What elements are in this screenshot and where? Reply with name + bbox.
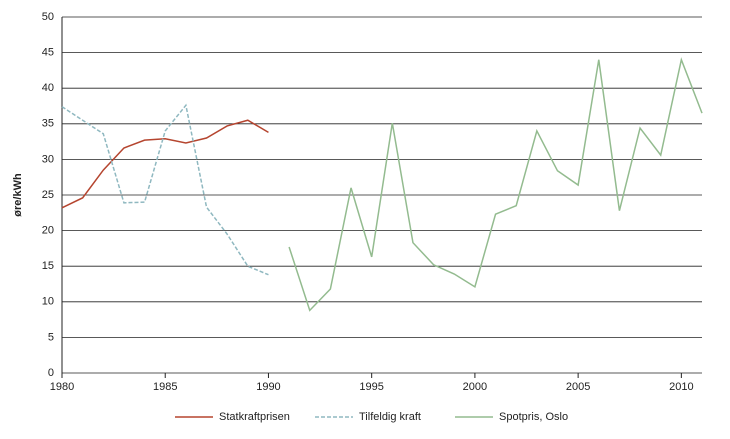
x-tick-label: 2010 — [669, 381, 693, 393]
y-tick-label: 15 — [42, 260, 54, 272]
x-tick-label: 2005 — [566, 381, 590, 393]
y-tick-label: 50 — [42, 11, 54, 23]
y-tick-label: 20 — [42, 225, 54, 237]
y-tick-label: 0 — [48, 367, 54, 379]
y-tick-label: 45 — [42, 47, 54, 59]
series-line — [61, 119, 269, 209]
x-tick-label: 2000 — [463, 381, 487, 393]
y-tick-label: 35 — [42, 118, 54, 130]
y-axis-label: øre/kWh — [12, 173, 24, 217]
y-tick-label: 25 — [42, 189, 54, 201]
y-tick-label: 40 — [42, 82, 54, 94]
legend-label: Tilfeldig kraft — [359, 411, 421, 423]
series-line — [61, 103, 269, 276]
series-line — [288, 57, 703, 312]
x-tick-label: 1980 — [50, 381, 74, 393]
x-tick-label: 1995 — [359, 381, 383, 393]
legend-label: Statkraftprisen — [219, 411, 290, 423]
y-tick-label: 30 — [42, 153, 54, 165]
x-tick-label: 1985 — [153, 381, 177, 393]
legend-label: Spotpris, Oslo — [499, 411, 568, 423]
y-tick-label: 10 — [42, 296, 54, 308]
y-tick-label: 5 — [48, 331, 54, 343]
x-tick-label: 1990 — [256, 381, 280, 393]
